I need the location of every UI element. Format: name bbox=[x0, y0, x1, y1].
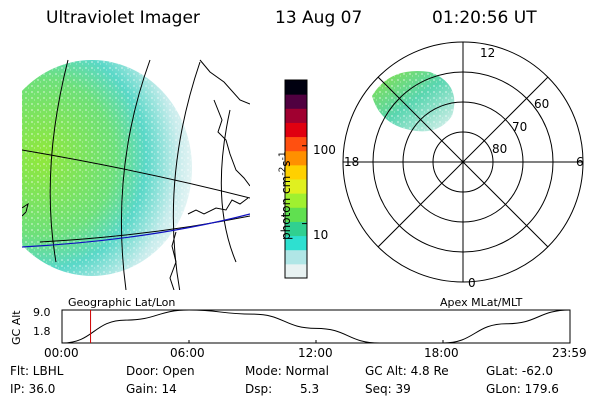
colorbar-unit-base: photon cm bbox=[279, 175, 293, 240]
altitude-xtick-1200: 12:00 bbox=[298, 346, 333, 360]
polar-axis-diagonal bbox=[377, 76, 549, 248]
colorbar-segment bbox=[285, 221, 307, 237]
mode-info: Mode: Normal bbox=[245, 364, 329, 378]
geo-meridian bbox=[172, 61, 201, 290]
mlt-label-18: 18 bbox=[344, 155, 360, 169]
altitude-xtick-2359: 23:59 bbox=[552, 346, 587, 360]
altitude-xtick-0000: 00:00 bbox=[44, 346, 79, 360]
geo-parallel bbox=[22, 149, 250, 199]
polar-panel-label: Apex MLat/MLT bbox=[440, 296, 523, 309]
geo-map bbox=[22, 59, 250, 290]
altitude-ylabel: GC Alt bbox=[10, 310, 23, 345]
geo-meridian bbox=[120, 59, 151, 290]
altitude-xtick-0600: 06:00 bbox=[170, 346, 205, 360]
dsp-info-label: Dsp: bbox=[245, 382, 273, 396]
colorbar-segment bbox=[285, 94, 307, 109]
altitude-plot bbox=[61, 309, 571, 344]
instrument-title: Ultraviolet Imager bbox=[46, 8, 200, 28]
colorbar-tick-100: 100 bbox=[313, 143, 336, 157]
glon-info: GLon: 179.6 bbox=[486, 382, 559, 396]
colorbar-segment bbox=[285, 150, 307, 166]
coastline bbox=[199, 59, 250, 105]
altitude-plot-frame bbox=[61, 309, 571, 344]
gain-info: Gain: 14 bbox=[126, 382, 177, 396]
colorbar-tick-10: 10 bbox=[313, 228, 329, 242]
coastline bbox=[169, 231, 177, 290]
colorbar-unit-sup1: -2 bbox=[278, 166, 288, 176]
colorbar-segment bbox=[285, 136, 307, 152]
altitude-ytick-top: 9.0 bbox=[33, 306, 51, 319]
mlat-label-60: 60 bbox=[534, 97, 550, 111]
mlat-label-80: 80 bbox=[492, 142, 508, 156]
colorbar-segment bbox=[285, 108, 307, 123]
altitude-trace bbox=[61, 309, 571, 344]
altitude-xtick-1800: 18:00 bbox=[424, 346, 459, 360]
glat-info: GLat: -62.0 bbox=[486, 364, 553, 378]
coastline bbox=[22, 202, 29, 217]
colorbar-segment bbox=[285, 207, 307, 222]
colorbar-unit-label: photon cm-2s-1 bbox=[278, 151, 293, 240]
geo-meridian bbox=[220, 109, 237, 263]
colorbar-unit-mid: s bbox=[279, 160, 293, 167]
colorbar-segment bbox=[285, 80, 307, 95]
colorbar bbox=[284, 79, 308, 279]
colorbar-segment bbox=[285, 193, 307, 208]
mlat-label-70: 70 bbox=[512, 120, 528, 134]
geo-meridian bbox=[49, 59, 69, 263]
terminator-line bbox=[22, 213, 250, 248]
colorbar-segment bbox=[285, 249, 307, 265]
colorbar-frame bbox=[284, 79, 308, 279]
polar-plot bbox=[342, 41, 584, 283]
mlt-label-6: 6 bbox=[576, 155, 584, 169]
filter-info: Flt: LBHL bbox=[10, 364, 64, 378]
altitude-ytick-bottom: 1.8 bbox=[33, 325, 51, 338]
time-label: 01:20:56 UT bbox=[432, 8, 537, 28]
ip-info: IP: 36.0 bbox=[10, 382, 56, 396]
door-info: Door: Open bbox=[126, 364, 195, 378]
mlt-label-12: 12 bbox=[480, 46, 496, 60]
colorbar-segment bbox=[285, 164, 307, 180]
colorbar-segment bbox=[285, 122, 307, 138]
coastline bbox=[213, 99, 250, 187]
dsp-info-value: 5.3 bbox=[300, 382, 320, 396]
colorbar-segment bbox=[285, 263, 307, 279]
gc-alt-info: GC Alt: 4.8 Re bbox=[365, 364, 449, 378]
mlt-label-0: 0 bbox=[468, 276, 476, 290]
colorbar-segment bbox=[285, 235, 307, 251]
date-label: 13 Aug 07 bbox=[275, 8, 363, 28]
coastline bbox=[187, 197, 249, 215]
colorbar-unit-sup2: -1 bbox=[278, 151, 288, 161]
colorbar-segment bbox=[285, 179, 307, 194]
geo-panel-label: Geographic Lat/Lon bbox=[68, 296, 176, 309]
geo-parallel bbox=[39, 215, 250, 243]
seq-info: Seq: 39 bbox=[365, 382, 411, 396]
